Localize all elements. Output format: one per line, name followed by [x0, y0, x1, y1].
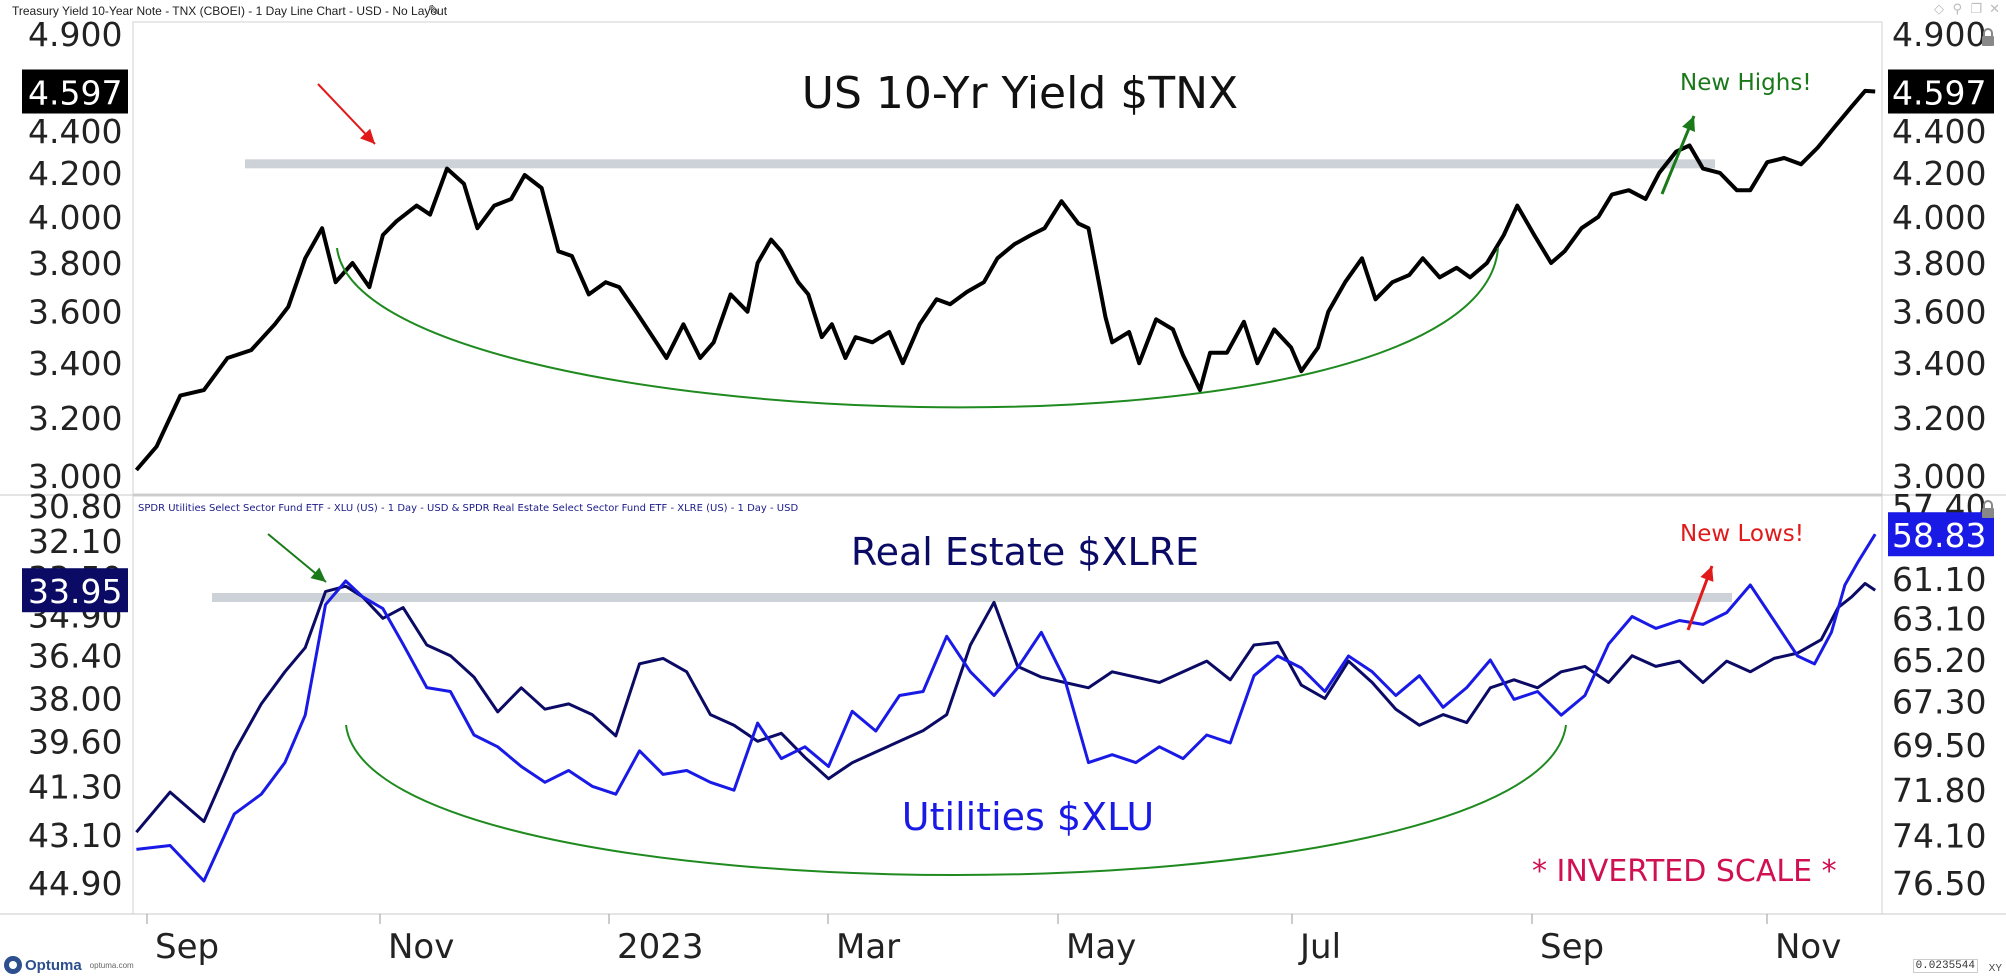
tnx-left-tick-label: 4.900 [28, 15, 122, 54]
xlu-last-value: 58.83 [1892, 516, 1986, 555]
tnx-right-tick-label: 3.000 [1892, 457, 1986, 496]
tnx-right-tick-label: 4.200 [1892, 154, 1986, 193]
bottom-panel-legend: SPDR Utilities Select Sector Fund ETF - … [138, 503, 798, 514]
tnx-new-highs-label: New Highs! [1680, 70, 1812, 96]
xlu-right-tick-label: 67.30 [1892, 682, 1986, 721]
title-bar: Treasury Yield 10-Year Note - TNX (CBOEI… [0, 0, 2006, 22]
tnx-left-tick-label: 3.800 [28, 244, 122, 283]
tnx-right-tick-label: 3.400 [1892, 344, 1986, 383]
xlre-last-value: 33.95 [28, 572, 122, 611]
optuma-logo-mark [4, 956, 22, 974]
tnx-last-value-badge-right [1888, 69, 1994, 114]
xlu-series-line [136, 533, 1877, 883]
xy-toggle[interactable]: XY [1988, 963, 2002, 974]
xlu-last-value-badge [1888, 512, 1994, 557]
xlu-right-tick-label: 63.10 [1892, 600, 1986, 639]
tnx-last-value-right: 4.597 [1892, 74, 1986, 113]
xlre-series-label: Real Estate $XLRE [851, 530, 1199, 574]
xlre-left-tick-label: 44.90 [28, 864, 122, 903]
xlre-left-tick-label: 38.00 [28, 680, 122, 719]
brand-name: Optuma [25, 956, 82, 974]
chart-title-text: Treasury Yield 10-Year Note - TNX (CBOEI… [12, 4, 448, 18]
xlre-xlu-resistance-line [212, 593, 1732, 602]
brand-url: optuma.com [89, 960, 134, 970]
restore-icon[interactable]: ❐ [1970, 1, 1982, 16]
xlre-xlu-base-arc [345, 724, 1567, 876]
tnx-right-tick-label: 4.900 [1892, 15, 1986, 54]
bottom-scale-lock-icon [1982, 508, 1994, 518]
xlu-right-tick-label: 74.10 [1892, 817, 1986, 856]
pin-icon[interactable]: ⚲ [1952, 1, 1962, 16]
pencil-icon[interactable]: ✎ [428, 2, 440, 18]
inverted-scale-note: * INVERTED SCALE * [1532, 854, 1837, 889]
tnx-chart-title: US 10-Yr Yield $TNX [802, 68, 1238, 119]
tnx-left-tick-label: 4.400 [28, 112, 122, 151]
tnx-last-value-left: 4.597 [28, 74, 122, 113]
x-axis-label: Sep [1540, 927, 1604, 967]
tnx-peak-arrow-head [360, 128, 375, 144]
xlre-left-tick-label: 30.80 [28, 487, 122, 526]
xlre-peak-arrow-head [310, 567, 326, 582]
top-panel-frame [132, 21, 1883, 495]
tnx-new-highs-arrow-head [1682, 116, 1695, 132]
xlre-new-lows-label: New Lows! [1680, 521, 1804, 547]
x-axis-label: Nov [1775, 927, 1841, 967]
xlre-left-tick-label: 43.10 [28, 816, 122, 855]
tnx-right-tick-label: 3.200 [1892, 399, 1986, 438]
xlre-series-line [135, 582, 1877, 834]
tnx-left-tick-label: 3.000 [28, 457, 122, 496]
xlre-left-tick-label: 41.30 [28, 768, 122, 807]
xlu-right-tick-label: 61.10 [1892, 560, 1986, 599]
xlu-right-tick-label: 69.50 [1892, 726, 1986, 765]
tnx-left-tick-label: 4.200 [28, 154, 122, 193]
tnx-right-tick-label: 4.400 [1892, 112, 1986, 151]
diamond-icon[interactable]: ◇ [1934, 1, 1944, 16]
xlu-series-label: Utilities $XLU [902, 795, 1154, 839]
close-icon[interactable]: ✕ [1989, 1, 2000, 16]
xlre-left-tick-label: 39.60 [28, 722, 122, 761]
tnx-right-tick-label: 3.600 [1892, 293, 1986, 332]
xlre-left-tick-label: 32.10 [28, 522, 122, 561]
x-axis-label: Jul [1298, 927, 1341, 967]
bottom-scale-lock-icon-shackle [1983, 500, 1993, 508]
x-axis-label: Sep [155, 927, 219, 967]
tnx-left-tick-label: 3.400 [28, 344, 122, 383]
x-axis-label: May [1066, 927, 1136, 967]
xlre-new-lows-arrow-head [1700, 566, 1714, 582]
optuma-logo: Optuma optuma.com [4, 955, 134, 975]
x-axis-label: 2023 [617, 927, 704, 967]
xlu-right-tick-label: 76.50 [1892, 864, 1986, 903]
tnx-base-arc [336, 247, 1499, 409]
xlu-right-tick-label: 71.80 [1892, 771, 1986, 810]
tnx-right-tick-label: 3.800 [1892, 244, 1986, 283]
tnx-resistance-line [245, 159, 1715, 169]
tnx-left-tick-label: 3.600 [28, 293, 122, 332]
x-axis-label: Mar [836, 927, 900, 967]
top-scale-lock-icon [1982, 36, 1994, 46]
tnx-left-tick-label: 4.000 [28, 198, 122, 237]
xlre-last-value-badge [22, 568, 128, 613]
xlre-left-tick-label: 36.40 [28, 637, 122, 676]
top-scale-lock-icon-shackle [1983, 28, 1993, 36]
tnx-left-tick-label: 3.200 [28, 399, 122, 438]
tnx-right-tick-label: 4.000 [1892, 198, 1986, 237]
x-axis-label: Nov [388, 927, 454, 967]
tnx-last-value-badge-left [22, 69, 128, 114]
xlu-right-tick-label: 65.20 [1892, 641, 1986, 680]
tnx-series-line [134, 88, 1876, 472]
coordinate-readout: 0.0235544 [1912, 959, 1978, 973]
